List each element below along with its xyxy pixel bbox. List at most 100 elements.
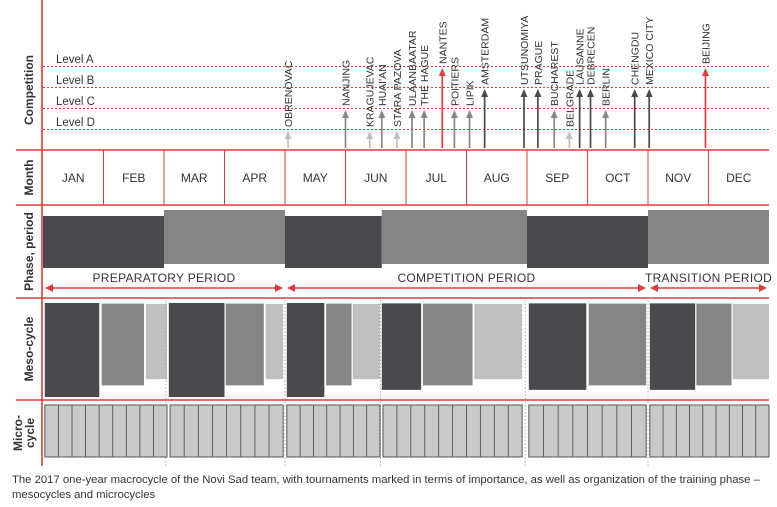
competition-arrowhead (534, 89, 542, 97)
competition-label: LAUSANNE (575, 28, 587, 85)
period-label: TRANSITION PERIOD (645, 271, 772, 285)
month-label: OCT (605, 171, 631, 185)
competition-label: NANJING (341, 60, 353, 106)
phase-block (285, 216, 382, 268)
competition-arrowhead (342, 110, 349, 118)
competition-label: STARA PAZOVA (392, 49, 404, 127)
mesocycle-block (225, 303, 264, 386)
competition-arrowhead (587, 89, 595, 97)
mesocycle-block (528, 303, 587, 390)
microcycle-group (649, 404, 770, 458)
mesocycle-block (326, 303, 352, 386)
competition-label: PRAGUE (533, 41, 545, 85)
level-label: Level B (56, 75, 95, 87)
competition-arrowhead (420, 110, 428, 118)
competition-arrowhead (550, 110, 558, 118)
mesocycle-block (101, 303, 145, 386)
phase-row: PREPARATORY PERIOD COMPETITION PERIOD TRAN… (43, 210, 772, 292)
competition-label: MEXICO CITY (644, 17, 656, 85)
level-label: Level C (56, 96, 95, 108)
row-label: Phase, period (22, 212, 36, 291)
competition-arrowhead (378, 110, 386, 118)
row-label: cycle (23, 418, 37, 448)
competition-label: KRAGUJEVAC (365, 56, 377, 127)
month-label: SEP (545, 171, 569, 185)
competition-label: AMSTERDAM (480, 18, 492, 85)
competition-arrowhead (450, 110, 458, 118)
mesocycle-block (649, 303, 696, 390)
competition-arrowhead (284, 131, 292, 139)
competition-label: ULAANBAATAR (407, 30, 419, 106)
mesocycle-block (732, 303, 769, 380)
period-label: PREPARATORY PERIOD (93, 271, 236, 285)
competition-arrowhead (438, 68, 446, 76)
month-label: NOV (665, 171, 691, 185)
mesocycle-block (474, 303, 523, 380)
competition-row: Level A Level B Level C Level D OBRENOVAC NAN… (43, 16, 769, 148)
mesocycle-block (265, 303, 284, 380)
microcycle-group (44, 404, 168, 458)
competition-arrowhead (366, 131, 374, 139)
competition-arrowhead (466, 110, 474, 118)
period-arrowhead-left (287, 284, 295, 292)
competition-arrowhead (645, 89, 653, 97)
figure-caption: The 2017 one-year macrocycle of the Novi… (12, 474, 760, 501)
row-labels: Competition Month Phase, period Meso-cycle M… (11, 55, 37, 451)
month-label: JUL (426, 171, 448, 185)
competition-label: UTSUNOMIYA (519, 16, 531, 85)
month-label: APR (242, 171, 267, 185)
phase-block (43, 216, 164, 268)
competition-arrowhead (408, 110, 416, 118)
grid-lines (16, 0, 769, 466)
competition-arrowhead (602, 110, 610, 118)
competition-arrowhead (701, 68, 709, 76)
mesocycle-block (422, 303, 473, 386)
mesocycle-block (286, 303, 325, 397)
month-label: JAN (62, 171, 85, 185)
month-label: MAY (303, 171, 328, 185)
period-label: COMPETITION PERIOD (397, 271, 535, 285)
phase-block (648, 210, 769, 264)
row-label: Meso-cycle (22, 316, 36, 381)
competition-label: CHENGDU (630, 32, 642, 85)
period-arrowhead-left (650, 284, 658, 292)
competition-label: NANTES (437, 21, 449, 64)
mesocycle-block (145, 303, 168, 380)
competition-arrowhead (481, 89, 489, 97)
competition-label: HUAI'AN (377, 64, 389, 106)
macrocycle-diagram: Level A Level B Level C Level D OBRENOVAC NAN… (11, 0, 772, 466)
competition-arrowhead (576, 89, 584, 97)
month-label: AUG (484, 171, 510, 185)
mesocycle-block (352, 303, 380, 380)
competition-arrowhead (631, 89, 639, 97)
microcycle-row (44, 300, 770, 466)
competition-label: OBRENOVAC (283, 60, 295, 127)
month-label: JUN (364, 171, 387, 185)
row-label: Micro- (11, 415, 25, 451)
month-row: JAN FEB MAR APR MAY JUN JUL AUG SEP OCT NOV DEC (62, 171, 752, 185)
competition-label: BEIJING (700, 23, 712, 64)
competition-label: DEBRECEN (586, 27, 598, 85)
competition-label: BUCHAREST (549, 41, 561, 106)
mesocycle-block (588, 303, 647, 386)
competition-arrowhead (520, 89, 528, 97)
mesocycle-block (696, 303, 732, 386)
phase-block (164, 210, 285, 264)
competition-label: BELGRADE (564, 70, 576, 127)
mesocycle-block (44, 303, 100, 397)
row-label: Month (22, 160, 36, 196)
competition-arrowhead (565, 131, 573, 139)
period-arrowhead-right (275, 284, 283, 292)
period-arrowhead-left (45, 284, 53, 292)
level-label: Level A (56, 54, 94, 66)
competition-label: THE HAGUE (419, 45, 431, 106)
month-label: FEB (122, 171, 145, 185)
level-label: Level D (56, 117, 95, 129)
row-label: Competition (22, 55, 36, 125)
phase-block (381, 210, 527, 264)
competition-label: POITIERS (449, 57, 461, 106)
macrocycle-chart: Level A Level B Level C Level D OBRENOVAC NAN… (11, 0, 772, 466)
competition-label: BERLIN (601, 68, 613, 106)
month-label: DEC (726, 171, 752, 185)
microcycle-group (286, 404, 381, 458)
